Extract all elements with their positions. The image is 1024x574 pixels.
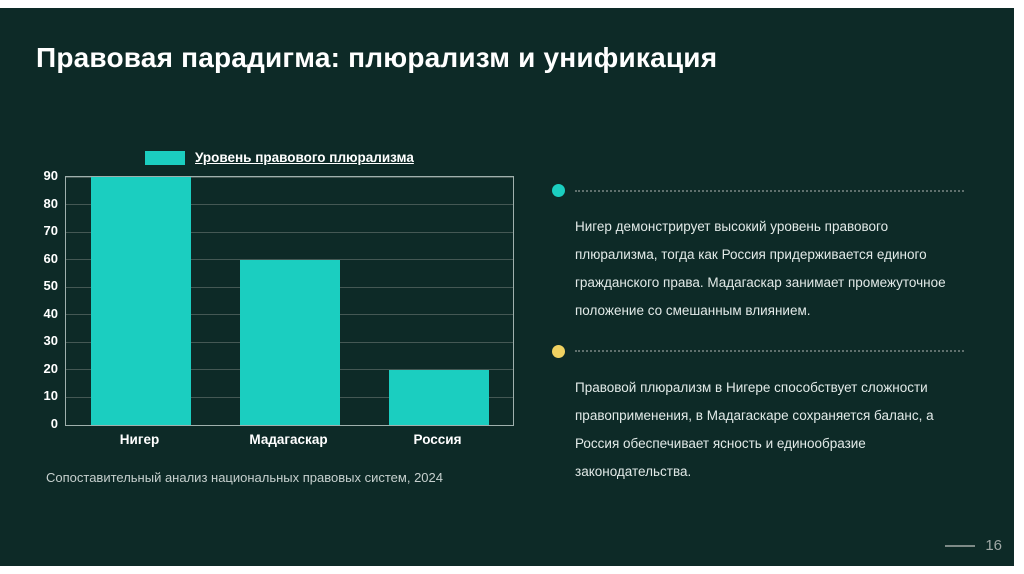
y-tick-label: 40: [43, 305, 58, 321]
note-block: Правовой плюрализм в Нигере способствует…: [552, 344, 964, 486]
y-axis-labels: 0 10 20 30 40 50 60 70 80 90: [14, 168, 58, 431]
page-title: Правовая парадигма: плюрализм и унификац…: [36, 42, 718, 73]
y-tick-label: 0: [50, 416, 58, 431]
bar-Нигер: [90, 177, 191, 425]
x-tick-label: Нигер: [119, 432, 160, 447]
plot-area: [65, 176, 514, 426]
x-tick-label: Мадагаскар: [249, 432, 328, 447]
y-tick-label: 20: [43, 360, 58, 376]
dotted-leader-line: [575, 189, 964, 192]
y-tick-label: 30: [43, 333, 58, 349]
notes-panel: Нигер демонстрирует высокий уровень прав…: [552, 184, 964, 506]
note-block: Нигер демонстрирует высокий уровень прав…: [552, 184, 964, 325]
note-text: Нигер демонстрирует высокий уровень прав…: [575, 219, 946, 318]
note-bullet-row: [552, 344, 964, 358]
y-tick-label: 60: [43, 250, 58, 266]
gridline: [66, 204, 513, 206]
y-tick-label: 10: [43, 388, 58, 404]
note-bullet-row: [552, 184, 964, 197]
gridline: [66, 231, 513, 233]
legend-swatch: [145, 150, 185, 165]
gridline: [66, 259, 513, 261]
footer-line: [945, 544, 976, 547]
chart-caption: Сопоставительный анализ национальных пра…: [46, 470, 443, 485]
yellow-bullet-icon: [552, 344, 565, 358]
y-tick-label: 90: [43, 168, 58, 183]
slide: Правовая парадигма: плюрализм и унификац…: [0, 8, 1014, 566]
gridline: [66, 176, 513, 178]
teal-bullet-icon: [552, 184, 565, 197]
y-tick-label: 80: [43, 195, 58, 211]
page-number: 16: [985, 537, 1002, 554]
x-tick-label: Россия: [413, 432, 462, 447]
x-axis-labels: Нигер Мадагаскар Россия: [65, 432, 512, 452]
page-footer: 16: [945, 537, 1002, 554]
bar-Россия: [388, 369, 489, 425]
legend-label: Уровень правового плюрализма: [195, 150, 414, 165]
y-tick-label: 50: [43, 278, 58, 294]
note-text: Правовой плюрализм в Нигере способствует…: [575, 379, 934, 479]
dotted-leader-line: [575, 350, 964, 353]
bar-Мадагаскар: [239, 259, 340, 425]
chart-legend: Уровень правового плюрализма: [145, 150, 414, 165]
y-tick-label: 70: [43, 223, 58, 239]
